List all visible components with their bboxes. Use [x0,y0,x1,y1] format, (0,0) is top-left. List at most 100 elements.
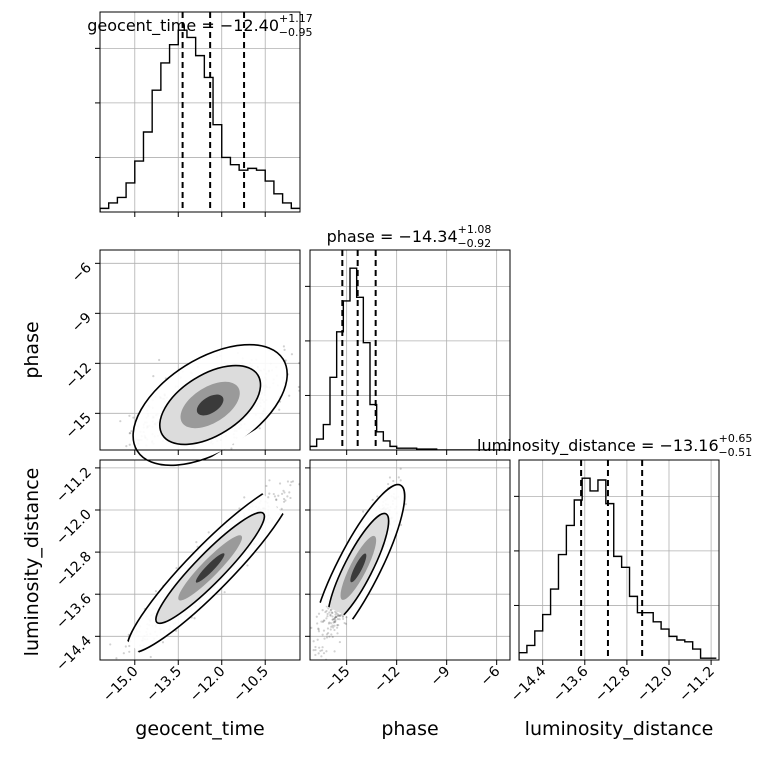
xtick-label-luminosity-distance: −12.0 [634,664,676,706]
sample-point [336,614,340,617]
sample-point [175,629,178,632]
sample-point [207,531,210,534]
sample-point [322,629,326,632]
sample-point [376,495,379,498]
sample-point [128,414,131,417]
title-geocent-time: geocent_time = −12.40+1.17 −0.95 [87,12,313,39]
sample-point [289,496,292,500]
sample-point [333,621,337,624]
sample-point [338,618,341,621]
sample-point [258,427,261,430]
xtick-label-luminosity-distance: −14.4 [508,663,550,705]
sample-point [128,432,131,435]
sample-point [322,619,325,622]
sample-point [119,454,121,456]
sample-point [122,652,125,655]
ylabel-luminosity-distance: luminosity_distance [21,468,43,657]
sample-point [321,633,324,636]
sample-point [175,566,178,570]
title-phase: phase = −14.34+1.08 −0.92 [327,223,492,250]
sample-point [154,590,158,593]
sample-point [341,614,345,617]
sample-point [310,626,313,629]
sample-point [329,614,332,617]
sample-point [128,443,131,446]
sample-point [323,619,326,622]
sample-point [297,361,300,365]
title-luminosity-distance-minus: −0.51 [718,446,752,459]
sample-point [316,622,319,625]
sample-point [325,609,328,613]
data-layer [100,12,717,660]
sample-point [328,621,331,624]
sample-point [334,620,337,623]
sample-point [329,608,333,611]
sample-point [331,635,334,639]
sample-point [321,620,325,623]
sample-point [362,510,365,513]
sample-point [397,476,400,479]
sample-point [318,646,321,649]
sample-point [158,358,161,362]
sample-point [278,482,282,485]
sample-point [152,375,155,378]
sample-point [282,489,285,492]
sample-point [322,652,326,655]
sample-point [273,495,277,498]
sample-point [314,648,317,652]
sample-point [128,650,131,653]
sample-point [328,635,331,638]
sample-point [331,618,334,621]
sample-point [335,615,338,619]
sample-point [267,496,270,499]
sample-point [277,494,280,497]
sample-point [333,628,336,632]
sample-point [314,645,317,649]
sample-point [334,619,337,622]
sample-point [307,368,309,370]
ytick-label-luminosity-distance: −14.4 [53,633,95,675]
sample-point [328,611,331,614]
sample-point [339,614,342,617]
title-phase-plus: +1.08 [458,223,492,236]
sample-point [283,348,286,351]
sample-point [149,655,152,659]
sample-point [284,499,287,502]
sample-point [326,627,330,630]
sample-point [330,633,333,636]
sample-point [246,564,249,567]
sample-point [315,615,318,618]
sample-point [321,649,324,652]
sample-point [125,445,128,448]
ytick-label-luminosity-distance: −13.6 [53,591,95,633]
xtick-label-luminosity-distance: −11.2 [676,664,718,706]
xtick-label-phase: −9 [428,664,454,690]
sample-point [325,633,329,636]
xtick-label-geocent-time: −13.5 [143,664,185,706]
sample-point [325,650,328,653]
xtick-label-phase: −12 [371,664,403,696]
sample-point [345,616,348,619]
sample-point [265,484,268,488]
title-geocent-time-minus: −0.95 [279,26,313,39]
sample-point [291,480,295,483]
sample-point [399,479,402,482]
sample-point [130,429,133,433]
sample-point [334,616,337,619]
sample-point [305,398,307,400]
title-geocent-time-plus: +1.17 [279,12,313,25]
sample-point [326,612,329,616]
sample-point [132,416,135,419]
sample-point [290,353,294,356]
ytick-label-phase: −6 [69,260,95,286]
sample-point [336,618,339,621]
ytick-label-luminosity-distance: −12.8 [53,549,95,591]
sample-point [336,624,339,627]
sample-point [404,503,407,506]
sample-point [319,649,322,652]
sample-point [243,496,246,499]
xlabel-phase: phase [381,718,438,740]
sample-point [282,500,286,503]
contour-phase-vs-luminosity-distance-3 [350,553,367,583]
sample-point [326,615,329,618]
